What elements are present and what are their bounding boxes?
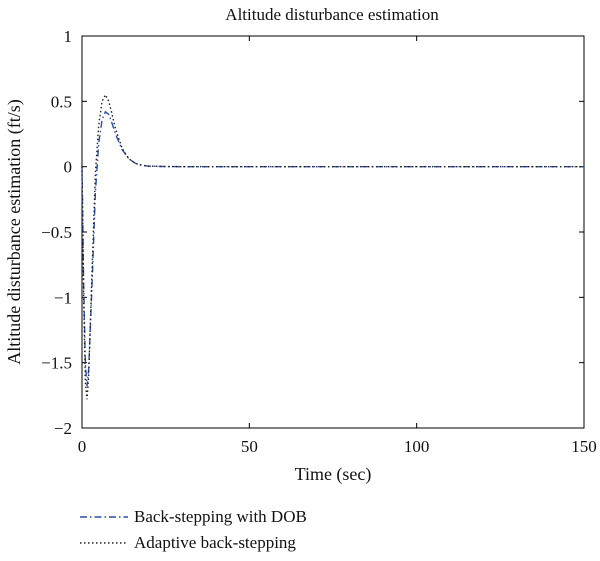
x-axis-label: Time (sec) (295, 464, 372, 485)
y-tick-label: −0.5 (41, 223, 72, 242)
y-tick-label: 0.5 (51, 92, 72, 111)
chart-title: Altitude disturbance estimation (225, 5, 439, 24)
legend-label-2: Adaptive back-stepping (134, 533, 296, 552)
x-tick-label: 50 (241, 437, 258, 456)
plot-area (81, 35, 585, 429)
y-tick-label: −1.5 (41, 354, 72, 373)
x-tick-label: 0 (78, 437, 87, 456)
y-tick-label: −1 (54, 288, 72, 307)
legend-label-1: Back-stepping with DOB (134, 507, 307, 526)
series-line-1 (81, 110, 584, 387)
y-tick-label: −2 (54, 419, 72, 438)
y-axis-label: Altitude disturbance estimation (ft/s) (4, 99, 25, 364)
series-line-2 (81, 93, 584, 400)
x-tick-label: 100 (404, 437, 430, 456)
x-tick-label: 150 (571, 437, 597, 456)
y-tick-label: 1 (64, 27, 73, 46)
y-tick-label: 0 (64, 158, 73, 177)
